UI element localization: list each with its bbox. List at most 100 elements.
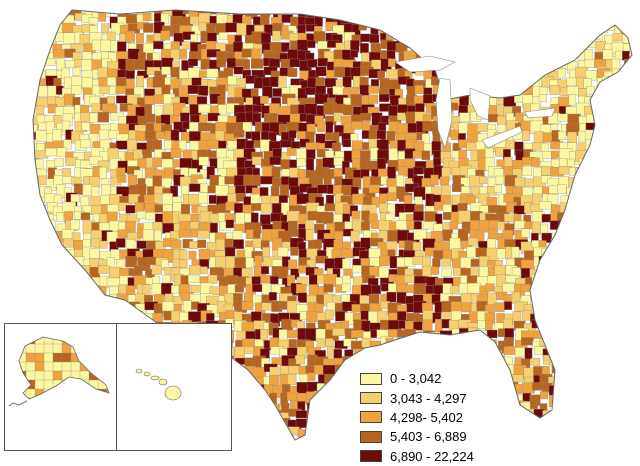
borough-cell xyxy=(17,335,27,345)
county-cell xyxy=(514,7,526,19)
county-cell xyxy=(305,88,315,95)
county-cell xyxy=(237,410,245,423)
county-cell xyxy=(630,250,638,262)
county-cell xyxy=(549,40,559,50)
county-cell xyxy=(189,184,201,192)
county-cell xyxy=(269,428,277,438)
county-cell xyxy=(377,14,390,24)
county-cell xyxy=(335,437,348,448)
legend-label: 0 - 3,042 xyxy=(390,371,441,386)
county-cell xyxy=(460,49,468,61)
county-cell xyxy=(64,305,73,315)
county-cell xyxy=(344,401,355,412)
county-cell xyxy=(541,143,548,152)
county-cell xyxy=(198,123,211,131)
county-cell xyxy=(399,349,407,360)
county-cell xyxy=(461,293,472,303)
county-cell xyxy=(470,68,483,80)
county-cell xyxy=(253,105,263,112)
borough-cell xyxy=(89,344,99,354)
county-cell xyxy=(568,215,580,225)
county-cell xyxy=(260,187,268,196)
county-cell xyxy=(614,86,623,95)
county-cell xyxy=(504,347,516,355)
county-cell xyxy=(30,278,38,288)
county-cell xyxy=(507,51,514,61)
county-cell xyxy=(606,294,616,304)
county-cell xyxy=(199,193,208,204)
county-cell xyxy=(242,302,253,310)
borough-cell xyxy=(44,380,54,390)
county-cell xyxy=(487,15,496,24)
county-cell xyxy=(343,105,353,115)
county-cell xyxy=(559,373,570,382)
county-cell xyxy=(532,222,540,235)
county-cell xyxy=(614,312,624,325)
county-cell xyxy=(46,303,59,311)
county-cell xyxy=(478,52,487,60)
borough-cell xyxy=(80,398,90,408)
county-cell xyxy=(108,302,121,314)
county-cell xyxy=(397,113,405,121)
county-cell xyxy=(352,211,360,219)
county-cell xyxy=(614,392,627,404)
county-cell xyxy=(153,158,162,167)
county-cell xyxy=(37,233,47,243)
county-cell xyxy=(521,284,530,291)
county-cell xyxy=(532,302,545,309)
borough-cell xyxy=(26,344,36,354)
county-cell xyxy=(539,202,551,209)
county-cell xyxy=(630,269,640,277)
county-cell xyxy=(107,278,120,286)
county-cell xyxy=(278,247,288,256)
county-cell xyxy=(82,122,90,130)
county-cell xyxy=(588,232,600,242)
county-cell xyxy=(260,329,268,340)
county-cell xyxy=(561,368,569,379)
county-cell xyxy=(624,107,633,120)
county-cell xyxy=(624,224,634,234)
borough-cell xyxy=(80,353,90,363)
county-cell xyxy=(334,158,344,166)
county-cell xyxy=(297,194,310,204)
county-cell xyxy=(288,374,297,385)
county-cell xyxy=(552,400,561,412)
county-cell xyxy=(604,322,615,331)
county-cell xyxy=(82,313,90,321)
county-cell xyxy=(415,85,423,94)
county-cell xyxy=(432,7,442,15)
county-cell xyxy=(287,392,298,400)
county-cell xyxy=(46,247,57,256)
county-cell xyxy=(470,52,480,61)
county-cell xyxy=(560,400,573,409)
borough-cell xyxy=(89,398,99,408)
county-cell xyxy=(326,5,336,15)
county-cell xyxy=(568,277,581,289)
county-cell xyxy=(48,256,59,265)
county-cell xyxy=(154,230,162,241)
county-cell xyxy=(477,347,487,358)
borough-cell xyxy=(44,371,54,381)
county-cell xyxy=(524,420,532,431)
county-cell xyxy=(568,364,579,374)
county-cell xyxy=(171,285,178,293)
county-cell xyxy=(235,395,244,405)
borough-cell xyxy=(44,362,54,372)
county-cell xyxy=(614,224,627,233)
county-cell xyxy=(494,185,501,193)
county-cell xyxy=(579,411,588,422)
county-cell xyxy=(604,223,613,235)
county-cell xyxy=(486,8,494,19)
county-cell xyxy=(558,43,565,54)
county-cell xyxy=(252,175,260,186)
county-cell xyxy=(486,284,495,292)
county-cell xyxy=(28,231,40,240)
county-cell xyxy=(596,122,607,129)
county-cell xyxy=(407,40,417,48)
county-cell xyxy=(450,16,460,29)
county-cell xyxy=(216,239,225,250)
county-cell xyxy=(30,41,41,54)
county-cell xyxy=(26,60,34,72)
county-cell xyxy=(362,211,370,222)
county-cell xyxy=(270,338,279,349)
